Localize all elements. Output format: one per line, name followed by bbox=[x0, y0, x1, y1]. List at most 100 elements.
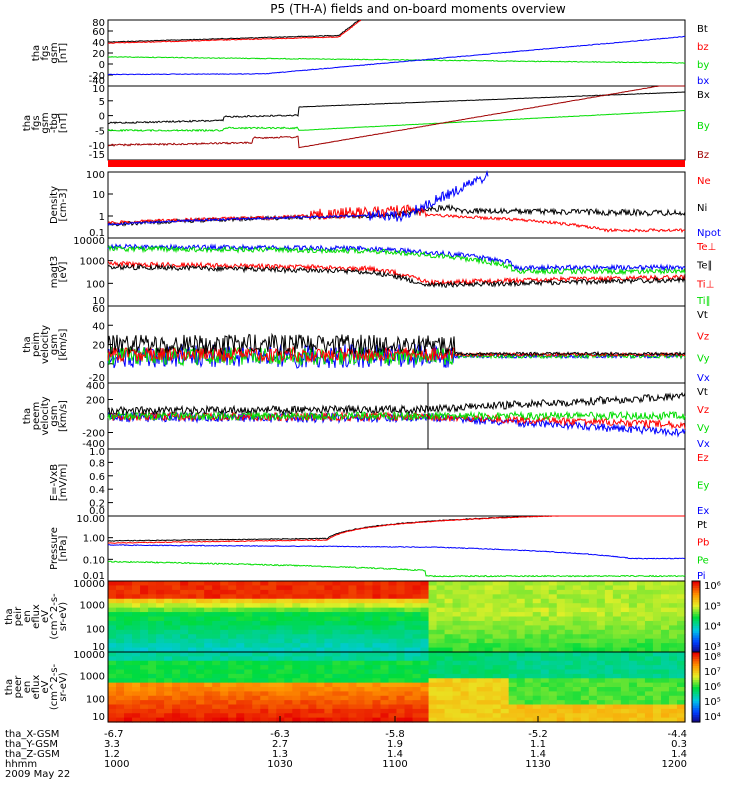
tick-label: 40 bbox=[92, 38, 105, 49]
ion-spectrogram-cell bbox=[284, 581, 293, 587]
electron-spectrogram-cell bbox=[172, 700, 181, 706]
electron-spectrogram-cell bbox=[524, 673, 534, 679]
ion-spectrogram-cell bbox=[300, 598, 309, 604]
ion-spectrogram-cell bbox=[340, 638, 350, 644]
electron-spectrogram-cell bbox=[124, 682, 133, 688]
ion-spectrogram-cell bbox=[636, 589, 646, 595]
ion-spectrogram-cell bbox=[460, 607, 470, 613]
electron-spectrogram-cell bbox=[540, 717, 550, 723]
ion-spectrogram-cell bbox=[348, 598, 358, 604]
colorbar-cell bbox=[692, 656, 700, 660]
ion-spectrogram-cell bbox=[604, 612, 614, 618]
electron-spectrogram-cell bbox=[532, 656, 542, 662]
ion-spectrogram-cell bbox=[460, 638, 470, 644]
ion-spectrogram-cell bbox=[516, 638, 526, 644]
ion-spectrogram-cell bbox=[148, 620, 157, 626]
tick-label: 0 bbox=[99, 360, 105, 371]
ion-spectrogram-cell bbox=[188, 598, 197, 604]
colorbar-cell bbox=[692, 611, 700, 615]
ion-spectrogram-cell bbox=[228, 620, 237, 626]
ion-spectrogram-cell bbox=[676, 607, 686, 613]
electron-spectrogram-cell bbox=[436, 678, 446, 684]
electron-spectrogram-cell bbox=[348, 700, 358, 706]
ion-spectrogram-cell bbox=[108, 643, 117, 649]
ion-spectrogram-cell bbox=[532, 585, 542, 591]
electron-spectrogram-cell bbox=[260, 717, 269, 723]
electron-spectrogram-cell bbox=[620, 652, 630, 657]
electron-spectrogram-cell bbox=[652, 673, 662, 679]
electron-spectrogram-cell bbox=[332, 669, 341, 675]
ion-spectrogram-cell bbox=[660, 607, 670, 613]
electron-spectrogram-cell bbox=[196, 682, 205, 688]
ion-spectrogram-cell bbox=[460, 598, 470, 604]
electron-spectrogram-cell bbox=[172, 678, 181, 684]
ion-spectrogram-cell bbox=[356, 594, 366, 600]
ion-spectrogram-cell bbox=[516, 612, 526, 618]
electron-spectrogram-cell bbox=[396, 660, 406, 666]
electron-spectrogram-cell bbox=[420, 678, 430, 684]
electron-spectrogram-cell bbox=[492, 673, 502, 679]
ion-spectrogram-cell bbox=[628, 585, 638, 591]
electron-spectrogram-cell bbox=[372, 708, 382, 714]
ion-spectrogram-cell bbox=[324, 585, 333, 591]
ion-spectrogram-cell bbox=[412, 643, 422, 649]
ion-spectrogram-cell bbox=[468, 594, 478, 600]
ion-spectrogram-cell bbox=[420, 612, 430, 618]
electron-spectrogram-cell bbox=[308, 708, 317, 714]
ion-spectrogram-cell bbox=[156, 638, 165, 644]
ion-spectrogram-cell bbox=[140, 647, 149, 653]
ion-spectrogram-cell bbox=[612, 634, 622, 640]
electron-spectrogram-cell bbox=[228, 660, 237, 666]
ion-spectrogram-cell bbox=[276, 598, 285, 604]
ion-spectrogram-cell bbox=[492, 612, 502, 618]
ion-spectrogram-cell bbox=[244, 625, 253, 631]
electron-spectrogram-cell bbox=[196, 652, 205, 657]
ion-spectrogram-cell bbox=[292, 620, 301, 626]
electron-spectrogram-cell bbox=[460, 717, 470, 723]
electron-spectrogram-cell bbox=[428, 652, 438, 657]
ion-spectrogram-cell bbox=[108, 594, 117, 600]
electron-spectrogram-cell bbox=[308, 660, 317, 666]
electron-spectrogram-cell bbox=[428, 682, 438, 688]
ion-spectrogram-cell bbox=[220, 616, 229, 622]
electron-spectrogram-cell bbox=[356, 660, 366, 666]
ion-spectrogram-cell bbox=[372, 589, 382, 595]
ion-spectrogram-cell bbox=[620, 647, 630, 653]
ion-spectrogram-cell bbox=[292, 638, 301, 644]
electron-spectrogram-cell bbox=[428, 700, 438, 706]
electron-spectrogram-cell bbox=[364, 713, 374, 719]
ion-spectrogram-cell bbox=[372, 598, 382, 604]
ion-spectrogram-cell bbox=[348, 612, 358, 618]
ion-spectrogram-cell bbox=[148, 634, 157, 640]
electron-spectrogram-cell bbox=[572, 673, 582, 679]
electron-spectrogram-cell bbox=[652, 708, 662, 714]
ion-spectrogram-cell bbox=[340, 647, 350, 653]
electron-spectrogram-cell bbox=[324, 660, 333, 666]
colorbar-cell bbox=[692, 592, 700, 596]
ion-spectrogram-cell bbox=[140, 643, 149, 649]
ion-spectrogram-cell bbox=[580, 585, 590, 591]
ion-spectrogram-cell bbox=[476, 607, 486, 613]
electron-spectrogram-cell bbox=[108, 704, 117, 710]
electron-spectrogram-cell bbox=[372, 700, 382, 706]
electron-spectrogram-cell bbox=[372, 656, 382, 662]
electron-spectrogram-cell bbox=[268, 669, 277, 675]
ion-spectrogram-cell bbox=[540, 616, 550, 622]
electron-spectrogram-cell bbox=[228, 656, 237, 662]
electron-spectrogram-cell bbox=[612, 713, 622, 719]
ion-spectrogram-cell bbox=[668, 607, 678, 613]
ion-spectrogram-cell bbox=[524, 585, 534, 591]
electron-spectrogram-cell bbox=[500, 700, 510, 706]
ion-spectrogram-cell bbox=[412, 634, 422, 640]
ion-spectrogram-cell bbox=[580, 589, 590, 595]
ion-spectrogram-cell bbox=[332, 612, 341, 618]
electron-spectrogram-cell bbox=[492, 669, 502, 675]
ion-spectrogram-cell bbox=[444, 607, 454, 613]
ion-spectrogram-cell bbox=[484, 589, 494, 595]
electron-spectrogram-cell bbox=[452, 713, 462, 719]
electron-spectrogram-cell bbox=[348, 717, 358, 723]
ion-spectrogram-cell bbox=[532, 603, 542, 609]
ion-spectrogram-cell bbox=[292, 598, 301, 604]
ion-spectrogram-cell bbox=[140, 594, 149, 600]
electron-spectrogram-cell bbox=[660, 660, 670, 666]
